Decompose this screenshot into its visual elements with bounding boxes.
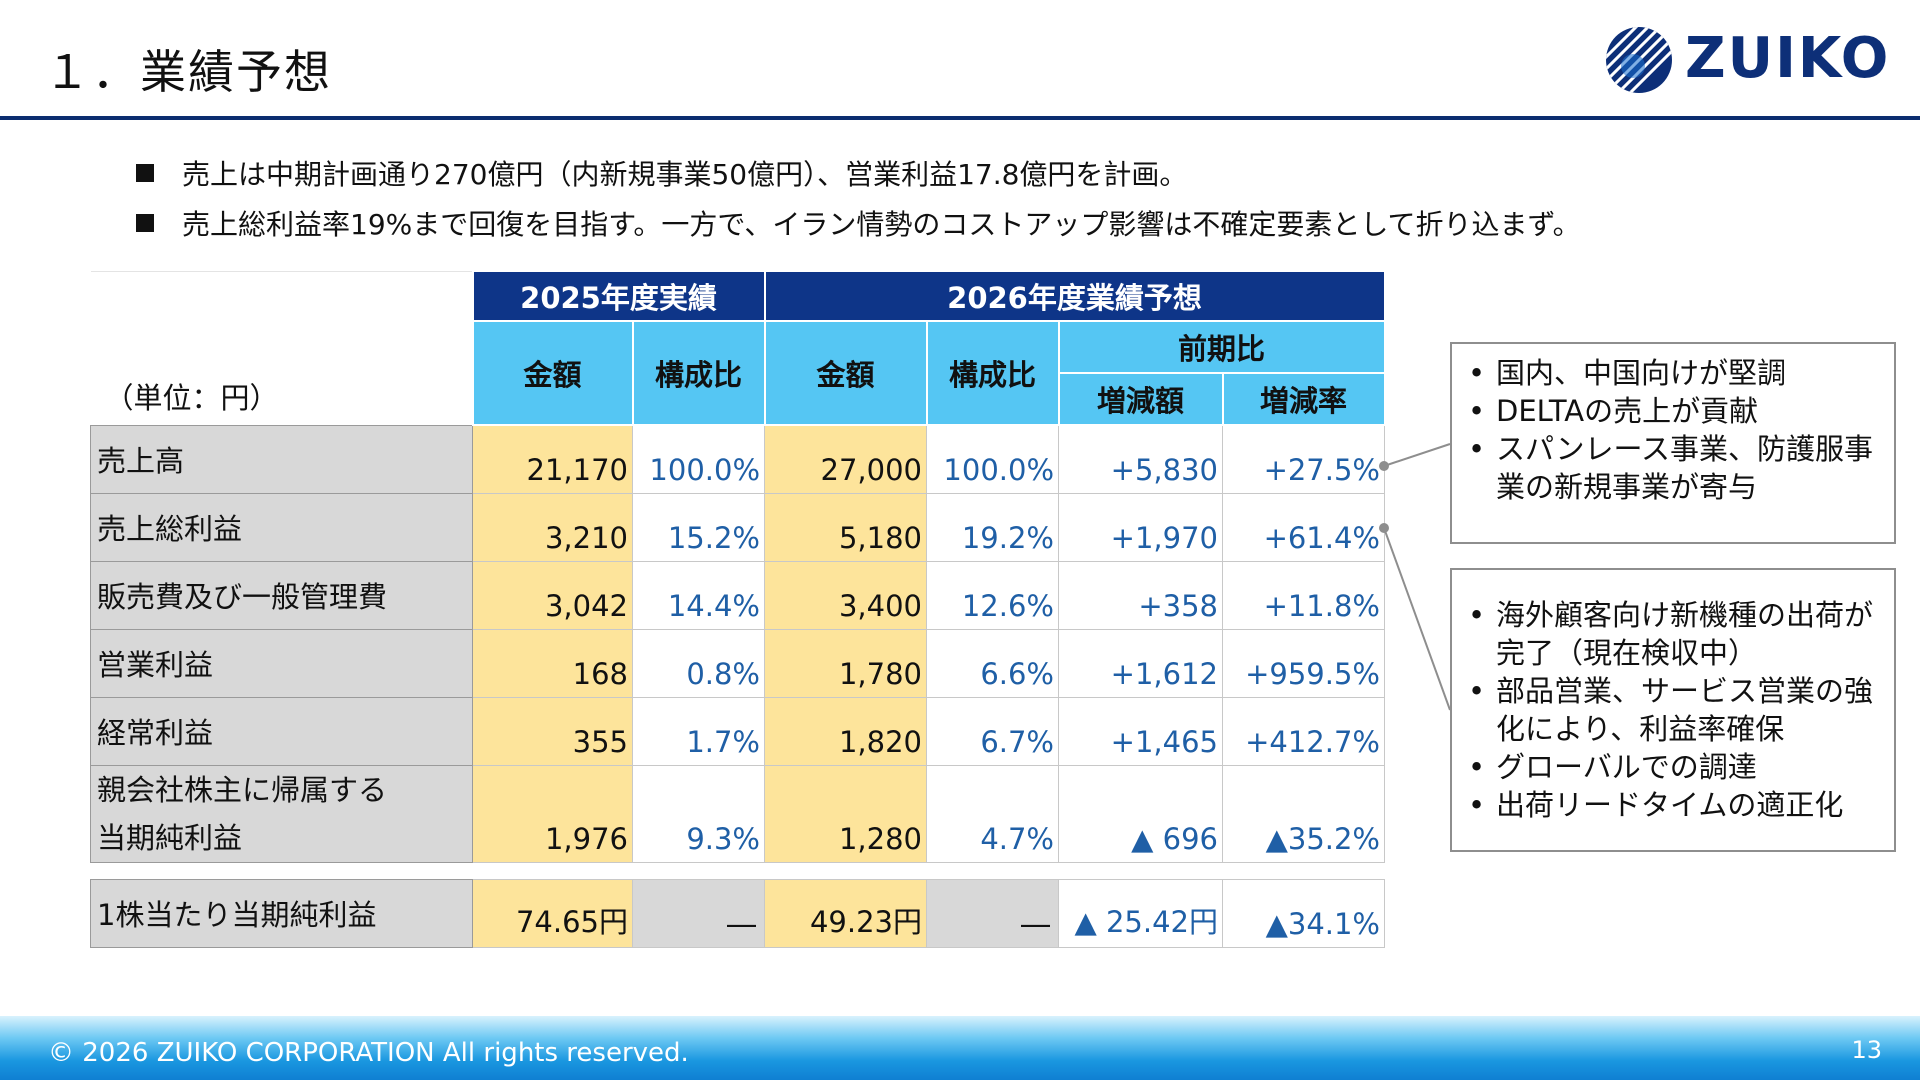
table-row: 販売費及び一般管理費 3,042 14.4% 3,400 12.6% +358 … [90, 560, 1385, 630]
header-ratio-2025: 構成比 [631, 320, 766, 426]
row-label: 売上高 [90, 424, 473, 494]
change-rate: +959.5% [1222, 628, 1385, 698]
note-item: 部品営業、サービス営業の強化により、利益率確保 [1466, 672, 1880, 748]
table-row: 親会社株主に帰属する 当期純利益 1,976 9.3% 1,280 4.7% ▲… [90, 764, 1385, 863]
logo-mark-icon [1606, 27, 1672, 93]
note-item: DELTAの売上が貢献 [1466, 392, 1880, 430]
change-amount: +1,970 [1058, 492, 1223, 562]
header-amount-2026: 金額 [763, 320, 928, 426]
row-label: 売上総利益 [90, 492, 473, 562]
ratio-2025: 100.0% [632, 424, 765, 494]
row-label-net-income: 親会社株主に帰属する 当期純利益 [90, 764, 473, 863]
page-number: 13 [1851, 1036, 1882, 1064]
connector-line [1383, 527, 1451, 711]
amount-2025: 3,210 [472, 492, 633, 562]
table-row: 売上総利益 3,210 15.2% 5,180 19.2% +1,970 +61… [90, 492, 1385, 562]
ratio-2025: 9.3% [632, 764, 765, 863]
header-change-rate: 増減率 [1221, 372, 1386, 426]
change-amount: ▲ 25.42円 [1058, 878, 1223, 948]
change-rate: +27.5% [1222, 424, 1385, 494]
amount-2026: 27,000 [764, 424, 927, 494]
summary-bullet: 売上総利益率19%まで回復を目指す。一方で、イラン情勢のコストアップ影響は不確定… [136, 198, 1581, 248]
change-amount: +1,612 [1058, 628, 1223, 698]
amount-2026: 1,280 [764, 764, 927, 863]
forecast-table: （単位：円） 2025年度実績 2026年度業績予想 金額 構成比 金額 構成比… [90, 270, 1386, 948]
square-bullet-icon [136, 214, 154, 232]
title-divider [0, 116, 1920, 120]
amount-2025: 74.65円 [472, 878, 633, 948]
ratio-2025: ― [632, 878, 765, 948]
footer-bar [0, 1016, 1920, 1080]
ratio-2025: 15.2% [632, 492, 765, 562]
amount-2026: 5,180 [764, 492, 927, 562]
ratio-2026: 6.7% [926, 696, 1059, 766]
unit-label: （単位：円） [90, 270, 473, 425]
change-rate: +61.4% [1222, 492, 1385, 562]
note-item: スパンレース事業、防護服事業の新規事業が寄与 [1466, 430, 1880, 506]
amount-2025: 355 [472, 696, 633, 766]
header-amount-2025: 金額 [471, 320, 634, 426]
ratio-2026: 19.2% [926, 492, 1059, 562]
change-rate: ▲34.1% [1222, 878, 1385, 948]
change-rate: +11.8% [1222, 560, 1385, 630]
row-label: 経常利益 [90, 696, 473, 766]
square-bullet-icon [136, 164, 154, 182]
sales-note-box: 国内、中国向けが堅調 DELTAの売上が貢献 スパンレース事業、防護服事業の新規… [1450, 342, 1896, 544]
bullet-text: 売上は中期計画通り270億円（内新規事業50億円）、営業利益17.8億円を計画。 [182, 158, 1188, 191]
change-rate: +412.7% [1222, 696, 1385, 766]
header-2025-actual: 2025年度実績 [471, 270, 766, 322]
table-row-eps: 1株当たり当期純利益 74.65円 ― 49.23円 ― ▲ 25.42円 ▲3… [90, 878, 1385, 948]
row-label-line: 当期純利益 [97, 820, 243, 855]
note-item: 国内、中国向けが堅調 [1466, 354, 1880, 392]
amount-2025: 168 [472, 628, 633, 698]
note-item: グローバルでの調達 [1466, 748, 1880, 786]
note-item: 海外顧客向け新機種の出荷が完了（現在検収中） [1466, 596, 1880, 672]
header-ratio-2026: 構成比 [925, 320, 1060, 426]
row-label: 1株当たり当期純利益 [90, 878, 473, 948]
copyright-text: © 2026 ZUIKO CORPORATION All rights rese… [48, 1038, 689, 1068]
ratio-2026: 100.0% [926, 424, 1059, 494]
row-label-line: 親会社株主に帰属する [97, 772, 388, 807]
amount-2025: 21,170 [472, 424, 633, 494]
header-yoy: 前期比 [1057, 320, 1386, 374]
change-rate: ▲35.2% [1222, 764, 1385, 863]
summary-bullet: 売上は中期計画通り270億円（内新規事業50億円）、営業利益17.8億円を計画。 [136, 148, 1581, 198]
amount-2026: 3,400 [764, 560, 927, 630]
amount-2025: 1,976 [472, 764, 633, 863]
connector-dot-icon [1379, 461, 1389, 471]
note-item: 出荷リードタイムの適正化 [1466, 786, 1880, 824]
connector-line [1383, 443, 1451, 467]
amount-2026: 49.23円 [764, 878, 927, 948]
amount-2026: 1,780 [764, 628, 927, 698]
ratio-2025: 14.4% [632, 560, 765, 630]
change-amount: ▲ 696 [1058, 764, 1223, 863]
table-row: 営業利益 168 0.8% 1,780 6.6% +1,612 +959.5% [90, 628, 1385, 698]
bullet-text: 売上総利益率19%まで回復を目指す。一方で、イラン情勢のコストアップ影響は不確定… [182, 208, 1581, 241]
header-2026-forecast: 2026年度業績予想 [763, 270, 1386, 322]
amount-2026: 1,820 [764, 696, 927, 766]
slide-title: １．業績予想 [44, 45, 332, 99]
ratio-2026: ― [926, 878, 1059, 948]
connector-dot-icon [1379, 523, 1389, 533]
table-row: 経常利益 355 1.7% 1,820 6.7% +1,465 +412.7% [90, 696, 1385, 766]
logo-wordmark: ZUIKO [1685, 26, 1891, 91]
change-amount: +1,465 [1058, 696, 1223, 766]
ratio-2026: 6.6% [926, 628, 1059, 698]
zuiko-logo: ZUIKO [1603, 24, 1888, 96]
ratio-2025: 1.7% [632, 696, 765, 766]
ratio-2025: 0.8% [632, 628, 765, 698]
profit-note-box: 海外顧客向け新機種の出荷が完了（現在検収中） 部品営業、サービス営業の強化により… [1450, 568, 1896, 852]
row-label: 販売費及び一般管理費 [90, 560, 473, 630]
header-change-amount: 増減額 [1057, 372, 1224, 426]
summary-bullets: 売上は中期計画通り270億円（内新規事業50億円）、営業利益17.8億円を計画。… [136, 148, 1581, 248]
